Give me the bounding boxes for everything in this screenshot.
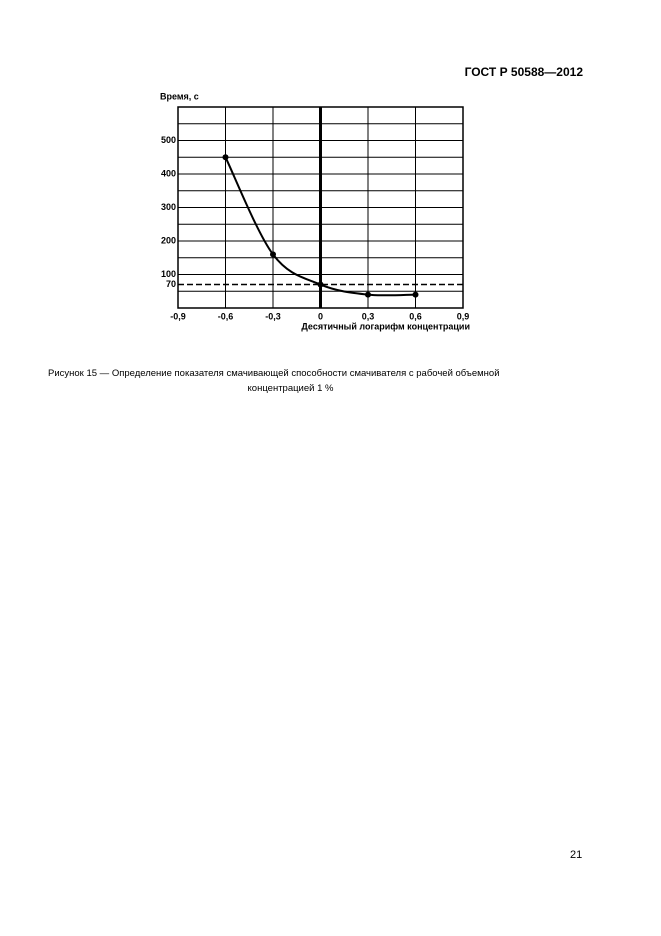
- x-tick-label: -0,6: [218, 311, 234, 321]
- plot-frame: [177, 106, 464, 309]
- y-tick-label: 200: [161, 235, 176, 245]
- data-point: [365, 291, 371, 298]
- y-tick-label: 100: [161, 269, 176, 279]
- y-tick-label: 400: [161, 168, 176, 178]
- x-tick-label: 0,9: [457, 311, 470, 321]
- x-axis-label: Десятичный логарифм концентрации: [301, 321, 470, 331]
- y-tick-label: 70: [166, 279, 176, 289]
- data-point: [270, 251, 276, 258]
- data-point: [412, 291, 419, 298]
- page-number: 21: [570, 849, 583, 861]
- data-line: [224, 156, 416, 297]
- data-point: [222, 154, 229, 161]
- x-tick-label: -0,3: [265, 311, 281, 321]
- caption-line: концентрацией 1 %: [247, 383, 334, 394]
- chart: Время, с Десятичный логарифм концентраци…: [160, 91, 470, 331]
- y-tick-label: 300: [161, 202, 176, 212]
- y-axis-label: Время, с: [160, 91, 199, 101]
- data-point: [317, 281, 324, 288]
- x-tick-label: 0,6: [409, 311, 422, 321]
- header-title: ГОСТ Р 50588—2012: [464, 65, 583, 79]
- y-tick-label: 500: [161, 135, 176, 145]
- x-tick-label: 0,3: [362, 311, 375, 321]
- x-tick-label: -0,9: [170, 311, 186, 321]
- caption-line: Рисунок 15 — Определение показателя смач…: [48, 368, 500, 379]
- x-tick-label: 0: [318, 311, 323, 321]
